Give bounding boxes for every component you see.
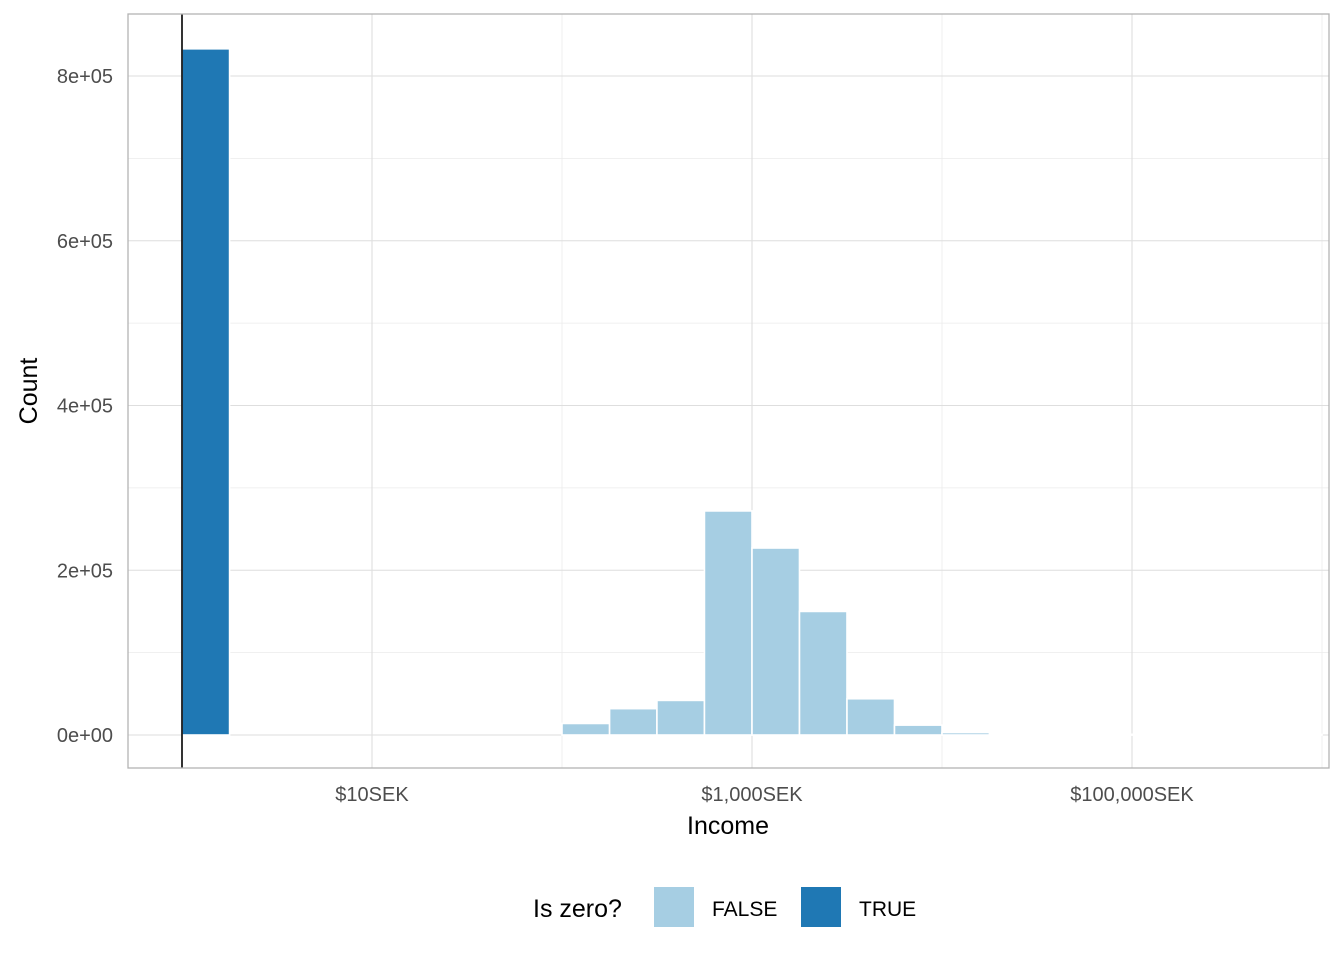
plot-border bbox=[127, 13, 1330, 769]
legend-key-true bbox=[801, 887, 841, 927]
legend-label-false: FALSE bbox=[712, 898, 777, 921]
minor-gridlines bbox=[128, 14, 1329, 768]
bar-false bbox=[1226, 733, 1276, 736]
x-axis-tick-labels: $10SEK $1,000SEK $100,000SEK bbox=[335, 784, 1194, 806]
y-tick-label: 4e+05 bbox=[57, 396, 113, 418]
bar-false bbox=[1036, 733, 1086, 736]
legend-label-true: TRUE bbox=[859, 898, 916, 921]
bar-false bbox=[1083, 733, 1133, 736]
bar-false bbox=[703, 510, 753, 736]
bar-false bbox=[893, 724, 943, 736]
y-axis-tick-labels: 0e+00 2e+05 4e+05 6e+05 8e+05 bbox=[57, 66, 113, 747]
bar-false bbox=[608, 707, 658, 736]
y-tick-label: 2e+05 bbox=[57, 560, 113, 582]
bar-false bbox=[941, 731, 991, 736]
y-tick-label: 0e+00 bbox=[57, 725, 113, 747]
legend-title: Is zero? bbox=[533, 895, 622, 923]
bar-false bbox=[798, 610, 848, 736]
bar-false bbox=[561, 722, 611, 736]
histogram-bars bbox=[181, 48, 1323, 736]
x-axis-title: Income bbox=[687, 812, 769, 840]
y-axis-title: Count bbox=[15, 358, 43, 425]
legend: Is zero? FALSE TRUE bbox=[533, 887, 916, 927]
legend-key-false bbox=[654, 887, 694, 927]
y-tick-label: 6e+05 bbox=[57, 231, 113, 253]
bar-false bbox=[988, 733, 1038, 736]
x-tick-label: $1,000SEK bbox=[701, 784, 803, 806]
x-tick-label: $100,000SEK bbox=[1070, 784, 1194, 806]
y-tick-label: 8e+05 bbox=[57, 66, 113, 88]
bar-false bbox=[656, 699, 706, 736]
bar-false bbox=[846, 697, 896, 736]
bar-false bbox=[1178, 733, 1228, 736]
bar-false bbox=[1131, 733, 1181, 736]
bar-false bbox=[751, 547, 801, 736]
x-tick-label: $10SEK bbox=[335, 784, 409, 806]
bar-true bbox=[181, 48, 231, 736]
bar-false bbox=[1273, 733, 1323, 736]
